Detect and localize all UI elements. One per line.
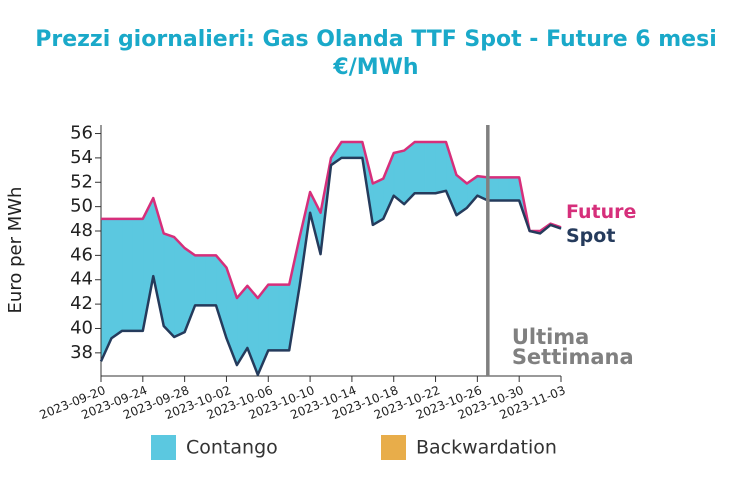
chart-title: Prezzi giornalieri: Gas Olanda TTF Spot …	[35, 27, 717, 52]
spread-area	[173, 236, 185, 338]
spread-area	[163, 233, 175, 338]
annotation: Settimana	[512, 345, 634, 369]
spread-area	[414, 141, 426, 194]
legend-label: Contango	[186, 437, 278, 459]
spread-area	[424, 141, 436, 194]
spread-area	[132, 218, 144, 332]
y-tick-label: 46	[70, 244, 93, 265]
legend-swatch	[381, 435, 406, 460]
spread-area	[111, 218, 123, 339]
spread-area	[508, 177, 520, 201]
y-tick-label: 56	[70, 123, 93, 144]
y-tick-label: 52	[70, 171, 93, 192]
spread-area	[435, 141, 447, 194]
y-axis-label: Euro per MWh	[5, 187, 26, 314]
y-tick-label: 44	[70, 269, 93, 290]
spread-area	[267, 284, 280, 351]
spread-area	[351, 141, 363, 159]
spread-area	[194, 255, 206, 306]
y-tick-label: 38	[70, 342, 93, 363]
spread-area	[121, 218, 133, 332]
legend-label: Backwardation	[416, 437, 557, 459]
y-tick-label: 40	[70, 317, 93, 338]
chart-subtitle: €/MWh	[332, 55, 418, 80]
y-tick-label: 54	[70, 147, 93, 168]
annotation: Ultima	[512, 325, 590, 349]
spread-area	[205, 255, 217, 306]
series-label: Spot	[566, 225, 615, 247]
y-tick-label: 50	[70, 196, 93, 217]
series-label: Future	[566, 201, 636, 223]
line-1	[99, 156, 562, 377]
spread-area	[278, 284, 290, 351]
spread-area	[497, 177, 510, 201]
line-0	[101, 140, 562, 300]
spread-area	[341, 141, 353, 159]
spread-area	[372, 178, 384, 226]
legend-swatch	[151, 435, 176, 460]
y-tick-label: 42	[70, 293, 93, 314]
y-tick-label: 48	[70, 220, 93, 241]
